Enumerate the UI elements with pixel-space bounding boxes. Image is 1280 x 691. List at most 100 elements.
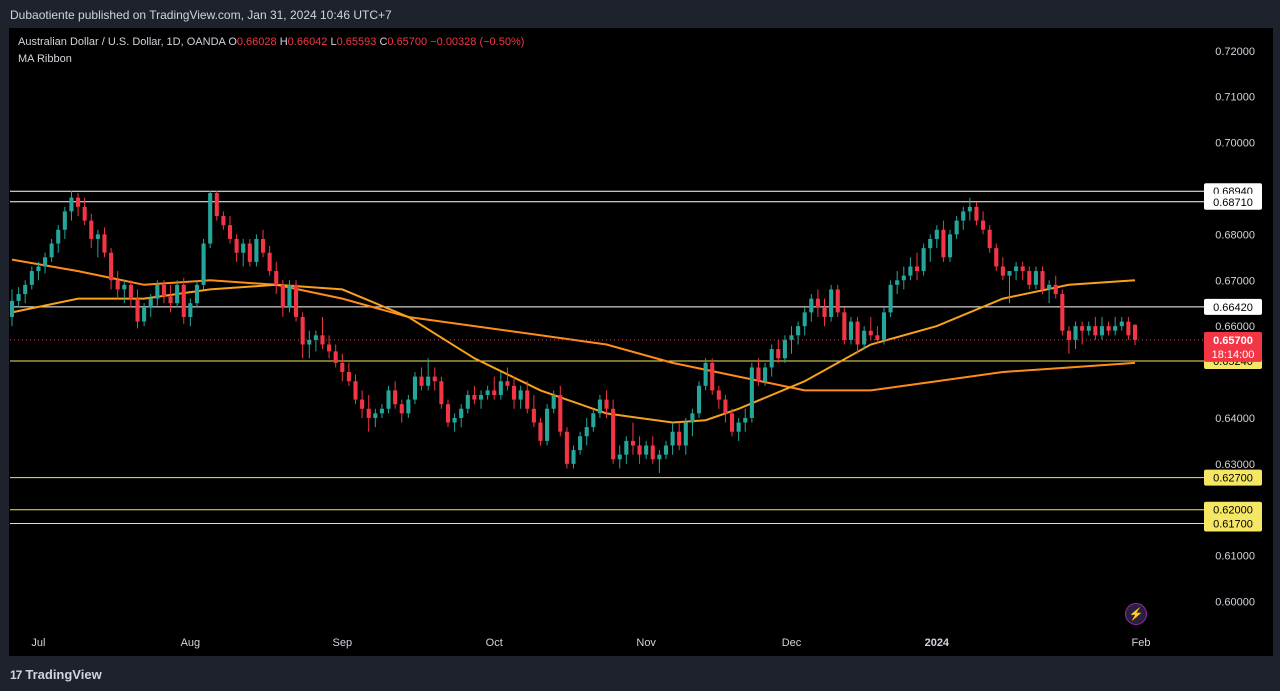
candle-body [254,238,259,262]
candle-body [690,413,695,423]
candle-body [511,385,517,400]
candle-body [419,376,424,386]
candle-body [432,376,437,382]
candle-body [868,330,873,336]
candle-body [736,422,741,432]
candle-body [756,367,761,382]
candle-body [862,330,867,345]
x-tick-label: Oct [486,637,503,649]
candle-body [796,326,801,336]
candle-body [241,243,246,253]
candle-body [346,372,351,382]
candle-body [340,362,345,373]
candle-body [505,381,510,386]
candle-body [379,408,384,414]
candle-body [657,454,662,460]
x-tick-label: 2024 [925,637,950,649]
high-value: 0.66042 [287,36,328,48]
candle-body [399,404,404,414]
candle-body [181,284,186,317]
candle-body [1126,321,1131,336]
indicator-legend[interactable]: MA Ribbon [18,53,72,65]
candle-body [373,413,378,418]
candle-body [386,390,391,409]
candle-body [729,413,735,432]
candle-body [716,390,721,400]
candle-body [353,381,358,400]
candle-body [29,271,34,285]
x-tick-label: Jul [31,637,45,649]
candle-body [42,257,48,267]
candle-body [1086,326,1091,331]
candle-body [1027,271,1032,285]
candle-body [393,390,398,405]
candle-body [478,394,484,400]
candle-body [802,312,807,327]
candle-body [855,321,860,345]
y-tick-label: 0.66000 [1215,321,1255,333]
candle-body [227,225,233,239]
candle-body [300,316,305,345]
candle-body [280,284,285,308]
candle-body [835,289,840,313]
candle-body [1106,326,1111,331]
top-bar: Dubaotiente published on TradingView.com… [0,0,1280,28]
candle-body [221,215,226,226]
candle-body [307,339,312,345]
open-value: 0.66028 [236,36,277,48]
candle-body [617,454,622,460]
candle-body [908,266,913,276]
candle-body [142,307,147,322]
candle-body [1053,284,1058,295]
symbol-title: Australian Dollar / U.S. Dollar, 1D, OAN… [18,36,226,48]
candle-body [128,284,133,299]
candle-body [914,266,920,272]
candle-body [62,211,67,230]
y-tick-label: 0.72000 [1215,46,1255,58]
tradingview-mark-icon: 17 [10,667,22,682]
candle-body [630,440,636,446]
y-tick-label: 0.64000 [1215,413,1255,425]
candle-body [155,284,160,299]
candle-body [267,252,272,272]
y-tick-label: 0.60000 [1215,597,1255,609]
candle-body [168,296,173,304]
candle-body [426,376,431,386]
candle-body [23,284,28,295]
tradingview-logo[interactable]: 17 TradingView [10,667,102,682]
ma-slow-line [11,258,1136,392]
candle-body [115,280,120,290]
candle-body [16,294,21,301]
candle-body [175,284,180,304]
level-tag [1204,501,1262,518]
candle-body [69,197,74,212]
candle-body [260,238,266,253]
candle-body [829,289,834,317]
last-price-tag [1204,331,1262,362]
candle-body [571,450,576,464]
candle-body [644,445,649,455]
candle-body [492,390,497,395]
level-tag [1204,469,1262,486]
candle-body [934,229,939,239]
candle-body [333,351,338,363]
level-tag [1204,298,1262,315]
candle-body [928,238,933,249]
candle-body [472,394,477,400]
candle-body [564,431,569,464]
candle-body [531,408,536,423]
level-tag [1204,515,1262,532]
candle-body [551,394,556,409]
candle-body [485,390,490,395]
candle-body [294,284,299,317]
candle-body [82,206,87,221]
candle-body [584,427,589,437]
replay-icon[interactable]: ⚡ [1125,603,1147,625]
candle-body [56,229,61,244]
y-tick-label: 0.63000 [1215,459,1255,471]
candle-body [49,243,54,258]
y-tick-label: 0.61000 [1215,551,1255,563]
chart-area[interactable] [9,28,1273,656]
candle-body [360,399,365,409]
